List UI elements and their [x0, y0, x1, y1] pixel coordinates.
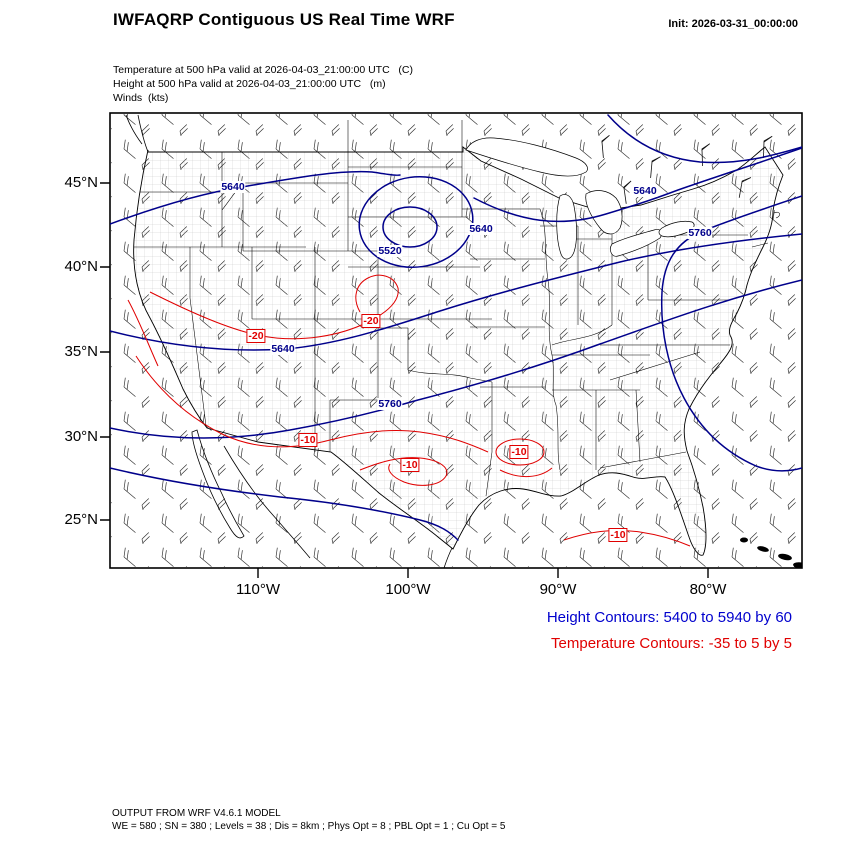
temp-contour-label: -10: [298, 433, 318, 447]
lat-tick-label: 40°N: [64, 258, 98, 275]
lat-tick-label: 45°N: [64, 174, 98, 191]
height-contour-label: 5640: [270, 343, 296, 355]
temp-contour-legend: Temperature Contours: -35 to 5 by 5: [551, 635, 792, 652]
neighboring-coastlines: [125, 114, 453, 568]
lon-tick-label: 80°W: [689, 581, 727, 598]
height-contour-label: 5520: [377, 245, 403, 257]
temp-contour-label: -10: [509, 445, 529, 459]
init-time-label: Init: 2026-03-31_00:00:00: [668, 18, 798, 30]
height-contour-label: 5760: [377, 398, 403, 410]
height-contour-label: 5640: [468, 223, 494, 235]
temp-contour-label: -10: [608, 528, 628, 542]
map-frame: [109, 112, 803, 569]
lon-tick-label: 100°W: [385, 581, 431, 598]
height-contour-legend: Height Contours: 5400 to 5940 by 60: [546, 609, 792, 626]
islands: [740, 537, 802, 568]
height-contour-label: 5760: [687, 227, 713, 239]
footer-config-line: WE = 580 ; SN = 380 ; Levels = 38 ; Dis …: [112, 821, 506, 832]
plot-title: IWFAQRP Contiguous US Real Time WRF: [113, 10, 455, 29]
temp-contour-label: -20: [246, 329, 266, 343]
height-contour-label: 5640: [220, 181, 246, 193]
height-contours: [110, 114, 802, 541]
subtitle-temperature: Temperature at 500 hPa valid at 2026-04-…: [113, 64, 414, 76]
subtitle-height: Height at 500 hPa valid at 2026-04-03_21…: [113, 78, 386, 90]
lon-tick-label: 110°W: [235, 581, 281, 598]
temp-contour-label: -20: [361, 314, 381, 328]
us-coastline-outline: [133, 146, 784, 556]
temp-contour-label: -10: [400, 458, 420, 472]
lat-tick-label: 35°N: [64, 343, 98, 360]
height-contour-label: 5640: [632, 185, 658, 197]
great-lakes: [465, 137, 695, 260]
lat-tick-label: 30°N: [64, 428, 98, 445]
subtitle-winds: Winds (kts): [113, 92, 169, 104]
footer-model-line: OUTPUT FROM WRF V4.6.1 MODEL: [112, 808, 281, 819]
axis-tick-marks: [100, 182, 709, 578]
lon-tick-label: 90°W: [539, 581, 577, 598]
lat-tick-label: 25°N: [64, 511, 98, 528]
